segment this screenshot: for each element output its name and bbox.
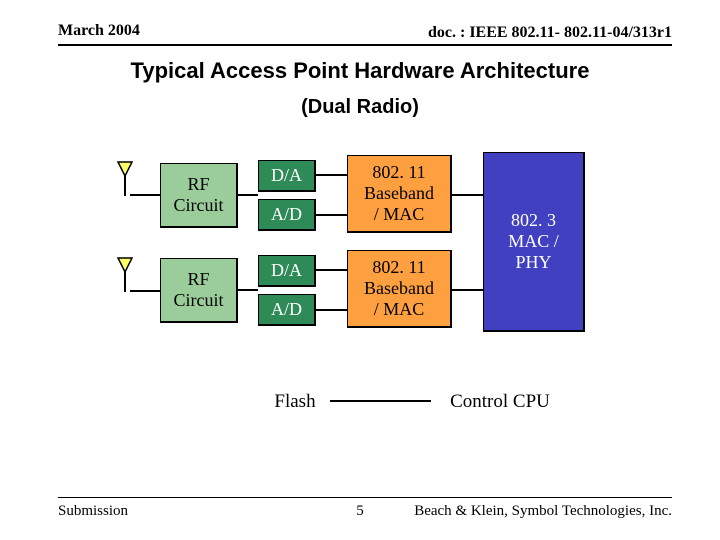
label-flash: Flash: [259, 384, 331, 420]
block-bb1: 802. 11 Baseband / MAC: [347, 155, 452, 233]
header-doc-num: doc. : IEEE 802.11- 802.11-04/313r1: [428, 24, 672, 42]
connector-4: [237, 289, 258, 291]
block-ad1: A/D: [258, 199, 316, 231]
slide-subtitle: (Dual Radio): [0, 96, 720, 119]
connector-6: [315, 309, 348, 311]
antenna-icon-1: [114, 256, 136, 296]
footer-rule: [58, 497, 672, 498]
block-rf2: RF Circuit: [160, 258, 238, 323]
block-bb2: 802. 11 Baseband / MAC: [347, 250, 452, 328]
connector-7: [451, 289, 484, 291]
footer-author: Beach & Klein, Symbol Technologies, Inc.: [414, 503, 672, 520]
connector-0: [237, 194, 258, 196]
connector-5: [315, 269, 348, 271]
block-da1: D/A: [258, 160, 316, 192]
label-cpu: Control CPU: [430, 384, 570, 420]
connector-8: [330, 400, 431, 402]
connector-1: [315, 174, 348, 176]
header-rule: [58, 44, 672, 46]
block-da2: D/A: [258, 255, 316, 287]
connector-2: [315, 214, 348, 216]
header-date: March 2004: [58, 22, 140, 40]
block-rf1: RF Circuit: [160, 163, 238, 228]
connector-3: [451, 194, 484, 196]
slide-title: Typical Access Point Hardware Architectu…: [0, 58, 720, 84]
antenna-icon-0: [114, 160, 136, 200]
block-ad2: A/D: [258, 294, 316, 326]
block-macphy: 802. 3 MAC / PHY: [483, 152, 585, 332]
